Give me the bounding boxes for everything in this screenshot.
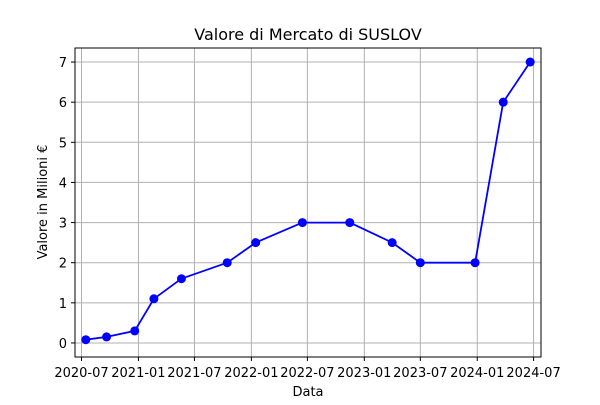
series-group — [81, 57, 535, 345]
data-point — [222, 258, 232, 268]
y-tick-label: 2 — [59, 257, 67, 272]
x-tick-label: 2022-01 — [224, 366, 278, 381]
plot-frame — [74, 47, 542, 358]
axis-ticks: 2020-07 2021-01 2021-07 2022-01 2022-07 2023-… — [54, 56, 560, 381]
chart-title: Valore di Mercato di SUSLOV — [194, 25, 422, 44]
data-point — [525, 57, 535, 67]
x-axis-label: Data — [292, 385, 323, 400]
data-point — [251, 238, 261, 248]
y-tick-label: 7 — [59, 56, 67, 71]
x-tick-label: 2024-07 — [506, 366, 560, 381]
y-tick-label: 4 — [59, 176, 67, 191]
data-point — [345, 218, 355, 228]
x-tick-label: 2023-07 — [393, 366, 447, 381]
y-tick-label: 0 — [59, 337, 67, 352]
series-line — [85, 61, 531, 341]
data-point — [81, 335, 91, 345]
x-tick-label: 2020-07 — [54, 366, 108, 381]
data-point — [102, 332, 112, 342]
y-tick-label: 5 — [59, 136, 67, 151]
x-tick-label: 2022-07 — [280, 366, 334, 381]
grid — [75, 48, 541, 357]
x-tick-label: 2021-01 — [111, 366, 165, 381]
data-point — [297, 218, 307, 228]
y-axis-label: Valore in Milioni € — [36, 145, 51, 260]
data-point — [470, 258, 480, 268]
data-point — [176, 274, 186, 284]
data-point — [130, 326, 140, 336]
data-point — [498, 97, 508, 107]
y-tick-label: 1 — [59, 297, 67, 312]
x-tick-label: 2021-07 — [167, 366, 221, 381]
x-tick-label: 2023-01 — [337, 366, 391, 381]
y-tick-label: 3 — [59, 217, 67, 232]
data-point — [415, 258, 425, 268]
x-tick-label: 2024-01 — [450, 366, 504, 381]
data-point — [387, 238, 397, 248]
data-point — [149, 294, 159, 304]
y-tick-label: 6 — [59, 96, 67, 111]
